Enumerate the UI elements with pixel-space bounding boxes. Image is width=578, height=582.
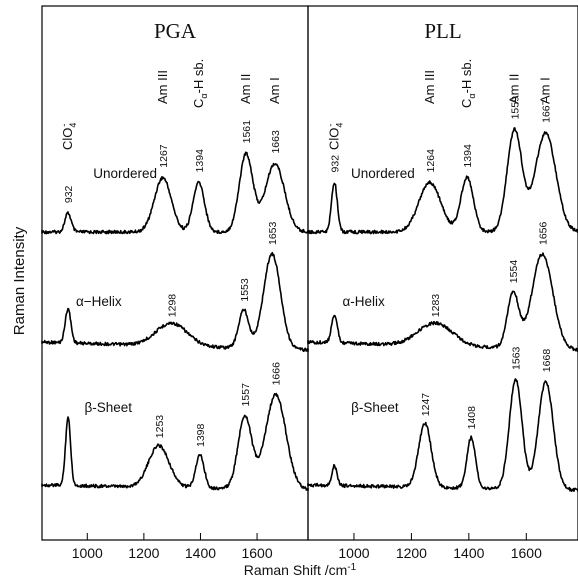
series-label: α−Helix: [76, 294, 122, 309]
band-label: ClO4-: [59, 123, 78, 150]
peak-label: 1656: [537, 221, 549, 245]
peak-label: 1394: [462, 144, 474, 168]
peak-label: 1554: [508, 260, 520, 284]
x-tick-label: 1400: [185, 545, 216, 561]
peak-label: 1247: [420, 393, 432, 417]
peak-label: 1668: [541, 349, 553, 373]
peak-label: 1253: [154, 415, 166, 439]
spectrum-1-2: [307, 378, 578, 493]
panel-pga: PGA 1000 1200 1400 1600 ClO4- Am III Cα-H sb. Am…: [41, 5, 309, 561]
x-tick-label: 1000: [72, 545, 103, 561]
series-label: β-Sheet: [84, 400, 132, 415]
spectrum-0-1: [41, 251, 309, 353]
panel-title: PGA: [154, 19, 197, 43]
band-label: Cα-H sb.: [191, 59, 209, 108]
series-label: α-Helix: [342, 294, 385, 309]
peak-label: 1653: [267, 221, 279, 245]
spectrum-0-0: [41, 151, 309, 235]
panels: PGA 1000 1200 1400 1600 ClO4- Am III Cα-H sb. Am…: [41, 5, 578, 561]
series-label: Unordered: [351, 166, 415, 181]
peak-label: 1666: [271, 362, 283, 386]
spectrum-1-1: [307, 252, 578, 352]
peak-label: 1264: [425, 149, 437, 173]
panel-title: PLL: [424, 19, 461, 43]
spectrum-0-2: [41, 392, 309, 492]
peak-label: 1408: [466, 406, 478, 430]
peak-label: 1557: [240, 383, 252, 407]
spectrum-1-0: [307, 127, 578, 235]
peak-label: 1561: [241, 120, 253, 144]
x-tick-label: 1600: [511, 545, 542, 561]
peak-label: 1394: [194, 149, 206, 173]
peak-label: 1267: [158, 144, 170, 168]
band-label: Am I: [538, 77, 553, 104]
peak-label: 932: [329, 155, 341, 173]
x-tick-label: 1400: [453, 545, 484, 561]
series-label: Unordered: [93, 166, 157, 181]
x-axis-label: Raman Shift /cm-1: [244, 562, 357, 578]
panel-frame: [307, 5, 578, 541]
peak-label: 1563: [511, 346, 523, 370]
y-axis-label: Raman Intensity: [11, 226, 28, 335]
x-tick-label: 1000: [338, 545, 369, 561]
peak-label: 1553: [239, 278, 251, 302]
x-tick-label: 1200: [128, 545, 159, 561]
band-label: Am II: [507, 74, 522, 104]
panel-pll: PLL 1000 1200 1400 1600 ClO4- Am III Cα-H sb. Am…: [307, 5, 578, 561]
peak-label: 932: [63, 185, 75, 203]
peak-label: 1398: [195, 423, 207, 447]
band-label: ClO4-: [325, 123, 344, 150]
series-label: β-Sheet: [351, 400, 399, 415]
band-label: Am II: [238, 74, 253, 104]
x-tick-label: 1600: [241, 545, 272, 561]
peak-label: 1667: [541, 99, 553, 123]
x-tick-label: 1200: [396, 545, 427, 561]
band-label: Am I: [267, 77, 282, 104]
band-label: Am III: [155, 70, 170, 104]
band-label: Cα-H sb.: [459, 59, 477, 108]
peak-label: 1663: [270, 130, 282, 154]
peak-label: 1559: [510, 96, 522, 120]
band-label: Am III: [422, 70, 437, 104]
peak-label: 1298: [167, 294, 179, 318]
peak-label: 1283: [430, 294, 442, 318]
